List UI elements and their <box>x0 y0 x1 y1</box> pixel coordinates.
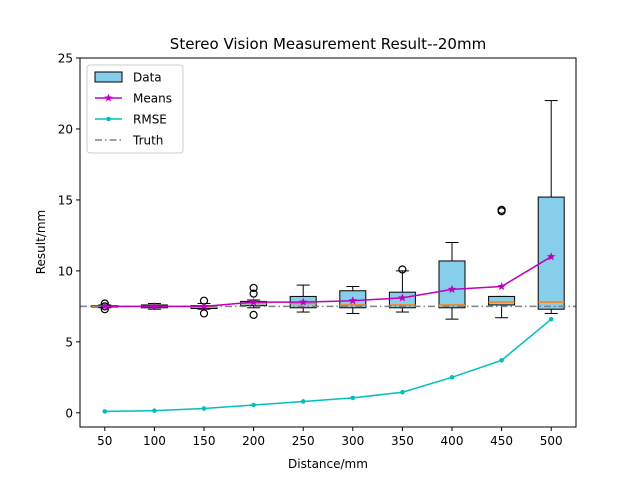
y-tick-label: 10 <box>58 264 73 278</box>
legend-label: Means <box>133 92 172 106</box>
outlier-point <box>249 310 258 319</box>
means-point <box>150 301 159 311</box>
means-point <box>298 297 308 306</box>
rmse-point <box>449 375 455 380</box>
x-tick-label: 400 <box>441 434 464 448</box>
legend-label: Truth <box>132 134 163 148</box>
rmse-point <box>300 399 306 404</box>
means-line <box>104 256 552 308</box>
rmse-point <box>152 408 157 413</box>
x-tick-label: 200 <box>242 434 265 448</box>
legend-label: Data <box>133 71 162 85</box>
legend-item-means: Means <box>95 92 172 106</box>
outlier-point <box>199 309 209 318</box>
y-tick-label: 5 <box>65 335 73 349</box>
outlier-point <box>249 283 258 293</box>
box-350 <box>388 265 416 313</box>
means-point <box>249 297 258 306</box>
legend-label: RMSE <box>133 113 167 127</box>
rmse-point <box>251 402 256 408</box>
legend: Data Means RMSE Truth <box>86 64 184 154</box>
rmse-point <box>548 316 554 322</box>
series-means <box>100 252 556 311</box>
box-400 <box>438 242 466 320</box>
x-tick-label: 300 <box>341 434 364 448</box>
legend-marker <box>104 93 113 102</box>
legend-item-data: Data <box>94 71 162 85</box>
x-axis: 50 100 150 200 250 300 350 400 450 500 <box>97 427 563 448</box>
y-axis-label: Result/mm <box>34 210 48 275</box>
means-point <box>497 282 506 291</box>
y-tick-label: 25 <box>58 52 73 66</box>
axes-frame <box>79 57 577 428</box>
y-tick-label: 20 <box>58 122 73 136</box>
chart-title: Stereo Vision Measurement Result--20mm <box>170 35 486 53</box>
means-point <box>546 252 556 261</box>
x-tick-label: 50 <box>97 434 112 448</box>
outlier-point <box>398 265 407 274</box>
rmse-point <box>499 357 504 363</box>
rmse-point <box>350 395 356 401</box>
means-point <box>199 301 209 311</box>
means-point <box>348 296 358 305</box>
legend-item-rmse: RMSE <box>95 113 167 127</box>
x-tick-label: 100 <box>143 434 166 448</box>
x-tick-label: 450 <box>490 434 513 448</box>
box-iqr <box>438 260 466 309</box>
means-point <box>100 301 110 311</box>
x-tick-label: 500 <box>540 434 563 448</box>
box-450 <box>488 205 516 319</box>
legend-marker <box>106 116 111 122</box>
plot-area <box>80 100 576 414</box>
outlier-point <box>249 289 258 298</box>
box-500 <box>537 100 565 314</box>
box-iqr <box>488 295 516 306</box>
y-tick-label: 15 <box>58 193 73 207</box>
x-axis-label: Distance/mm <box>288 457 368 471</box>
x-tick-label: 150 <box>193 434 216 448</box>
outlier-point <box>497 205 506 214</box>
legend-frame <box>86 64 184 154</box>
rmse-point <box>201 406 207 411</box>
y-tick-label: 0 <box>65 406 73 420</box>
means-point <box>447 284 457 293</box>
x-tick-label: 350 <box>391 434 414 448</box>
rmse-line <box>104 318 552 413</box>
y-axis: 0 5 10 15 20 25 <box>58 52 80 420</box>
x-tick-label: 250 <box>292 434 315 448</box>
means-point <box>398 293 407 302</box>
legend-item-truth: Truth <box>95 134 163 148</box>
series-rmse <box>102 316 554 414</box>
rmse-point <box>400 389 405 395</box>
legend-swatch <box>94 71 123 83</box>
rmse-point <box>102 409 108 414</box>
